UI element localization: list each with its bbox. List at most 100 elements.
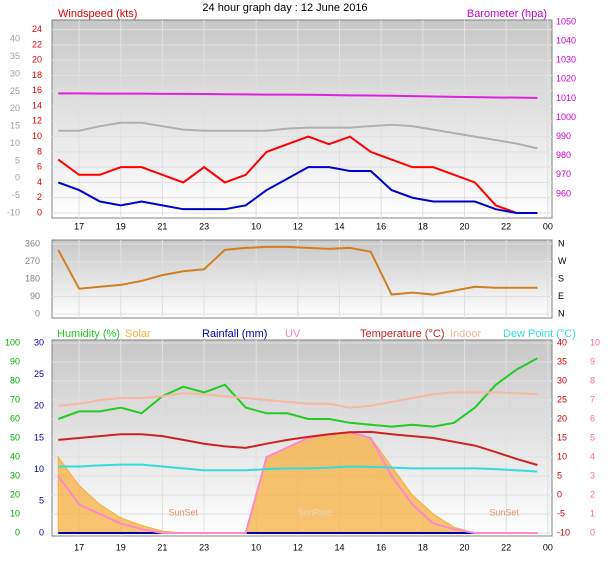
plot-area — [51, 19, 553, 219]
y-tick-label: 40 — [10, 451, 20, 461]
y3-tick-label: 15 — [10, 121, 20, 131]
x-tick-label: 20 — [459, 542, 469, 552]
chart-title: 24 hour graph day : 12 June 2016 — [202, 2, 367, 14]
y2-tick-label: 30 — [34, 337, 44, 347]
line — [57, 135, 538, 214]
y2-tick-label: 990 — [556, 131, 571, 141]
line — [57, 431, 538, 534]
y3-tick-label: 10 — [10, 138, 20, 148]
y-tick-label: 10 — [10, 508, 20, 518]
annotation: SunRise — [297, 507, 331, 517]
y2-tick-label: 1010 — [556, 93, 576, 103]
y-tick-label: 30 — [10, 470, 20, 480]
y2-tick-label: N — [558, 308, 565, 318]
y-tick-label: 10 — [32, 131, 42, 141]
x-tick-label: 18 — [418, 221, 428, 231]
y-tick-label: 90 — [10, 356, 20, 366]
line — [57, 357, 538, 428]
y3-tick-label: 40 — [10, 34, 20, 44]
y4-tick-label: 3 — [590, 470, 595, 480]
x-tick-label: 19 — [116, 221, 126, 231]
y2-tick-label: 20 — [34, 401, 44, 411]
y-tick-label: 70 — [10, 394, 20, 404]
y4-tick-label: 0 — [590, 527, 595, 537]
legend-entry: UV — [285, 328, 301, 340]
y4-tick-label: 7 — [590, 394, 595, 404]
x-tick-label: 21 — [157, 542, 167, 552]
y3-tick-label: -10 — [7, 207, 20, 217]
x-tick-label: 12 — [293, 221, 303, 231]
y2-axis-title: Barometer (hpa) — [467, 8, 547, 20]
y2-tick-label: 25 — [34, 369, 44, 379]
y-tick-label: 60 — [10, 413, 20, 423]
legend-entry: Humidity (%) — [57, 328, 120, 340]
line — [58, 430, 538, 466]
y3-tick-label: 5 — [557, 470, 562, 480]
y3-tick-label: 30 — [557, 375, 567, 385]
x-tick-label: 23 — [199, 542, 209, 552]
y3-tick-label: 25 — [10, 86, 20, 96]
x-tick-label: 23 — [199, 221, 209, 231]
y4-tick-label: 5 — [590, 432, 595, 442]
y3-tick-label: 35 — [10, 51, 20, 61]
y4-tick-label: 4 — [590, 451, 595, 461]
x-tick-label: 20 — [459, 221, 469, 231]
y-tick-label: 8 — [37, 146, 42, 156]
x-tick-label: 19 — [116, 542, 126, 552]
y-axis-title: Windspeed (kts) — [58, 8, 137, 20]
y2-tick-label: 1040 — [556, 35, 576, 45]
y2-tick-label: 1020 — [556, 74, 576, 84]
legend-entry: Indoor — [450, 328, 482, 340]
x-tick-label: 22 — [501, 542, 511, 552]
y-tick-label: 12 — [32, 116, 42, 126]
y2-tick-label: 960 — [556, 188, 571, 198]
line — [57, 245, 538, 296]
x-tick-label: 14 — [334, 221, 344, 231]
x-tick-label: 00 — [543, 221, 553, 231]
y2-tick-label: W — [558, 256, 567, 266]
y2-tick-label: 1000 — [556, 112, 576, 122]
y4-tick-label: 1 — [590, 508, 595, 518]
y-tick-label: 22 — [32, 39, 42, 49]
y-tick-label: 20 — [10, 489, 20, 499]
x-tick-label: 10 — [251, 221, 261, 231]
y3-tick-label: -5 — [12, 190, 20, 200]
x-tick-label: 12 — [293, 542, 303, 552]
x-tick-label: 14 — [334, 542, 344, 552]
y2-tick-label: 970 — [556, 169, 571, 179]
x-tick-label: 16 — [376, 542, 386, 552]
x-tick-label: 21 — [157, 221, 167, 231]
y3-tick-label: 15 — [557, 432, 567, 442]
y2-tick-label: 1050 — [556, 16, 576, 26]
y2-tick-label: N — [558, 238, 565, 248]
y3-tick-label: 0 — [15, 173, 20, 183]
legend-entry: Dew Point (°C) — [503, 328, 576, 340]
y4-tick-label: 8 — [590, 375, 595, 385]
y-tick-label: 4 — [37, 177, 42, 187]
y-tick-label: 100 — [5, 337, 20, 347]
x-tick-label: 10 — [251, 542, 261, 552]
y-tick-label: 0 — [35, 308, 40, 318]
y2-tick-label: 0 — [39, 527, 44, 537]
x-tick-label: 00 — [543, 542, 553, 552]
y3-tick-label: 20 — [10, 103, 20, 113]
y-tick-label: 20 — [32, 55, 42, 65]
y-tick-label: 16 — [32, 85, 42, 95]
y3-tick-label: 35 — [557, 356, 567, 366]
y-tick-label: 18 — [32, 70, 42, 80]
line — [58, 463, 538, 473]
y4-tick-label: 6 — [590, 413, 595, 423]
y4-tick-label: 10 — [590, 337, 600, 347]
y2-tick-label: 5 — [39, 496, 44, 506]
y3-tick-label: 40 — [557, 337, 567, 347]
y-tick-label: 14 — [32, 100, 42, 110]
legend-entry: Temperature (°C) — [360, 328, 444, 340]
y-tick-label: 6 — [37, 162, 42, 172]
line — [57, 166, 538, 214]
y2-tick-label: 1030 — [556, 55, 576, 65]
x-tick-label: 16 — [376, 221, 386, 231]
y3-tick-label: 10 — [557, 451, 567, 461]
y-tick-label: 360 — [25, 238, 40, 248]
y-tick-label: 90 — [30, 291, 40, 301]
annotation: SunSet — [168, 507, 198, 517]
